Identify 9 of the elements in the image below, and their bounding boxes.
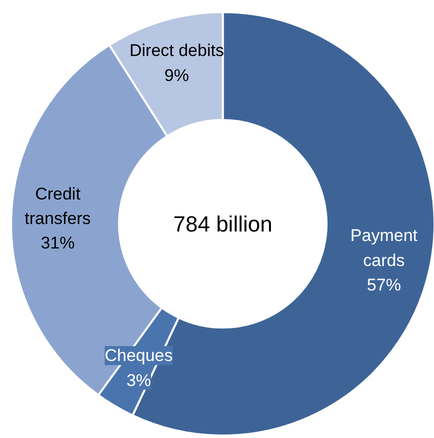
data-label: 3% (126, 370, 152, 390)
slice-label: Cheques (104, 346, 173, 366)
data-label: 9% (164, 66, 190, 85)
slice-label: Direct debits (129, 41, 224, 60)
slice-label: Credit transfers (24, 184, 91, 228)
data-label: 57% (366, 276, 401, 295)
text: 784 billion (173, 211, 272, 236)
data-label: 31% (40, 234, 75, 253)
slice-label: Payment cards (350, 226, 418, 270)
